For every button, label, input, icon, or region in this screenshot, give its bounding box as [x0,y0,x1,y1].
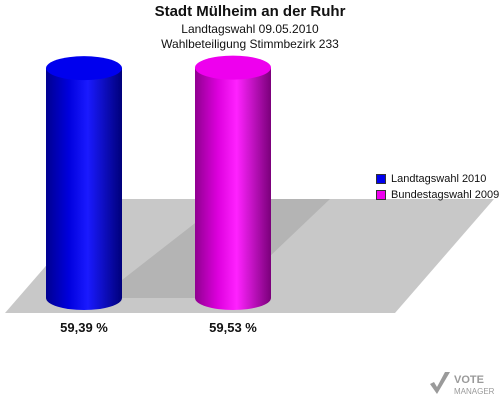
legend-item: Landtagswahl 2010 [376,171,499,187]
data-label: 59,39 % [60,320,108,335]
chart-title: Stadt Mülheim an der Ruhr [154,3,346,20]
bar-body [46,68,122,310]
legend: Landtagswahl 2010 Bundestagswahl 2009 [376,171,499,203]
vote-manager-logo: VOTE MANAGER [430,372,495,396]
bar-top [46,56,122,81]
chart-subtitle: Landtagswahl 09.05.2010 [181,22,319,36]
bar: 59,53 % [195,55,271,335]
checkmark-icon [430,372,450,394]
legend-swatch [376,174,386,184]
legend-swatch [376,190,386,200]
bar-body [195,67,271,310]
chart-subtitle-2: Wahlbeteiligung Stimmbezirk 233 [161,37,339,51]
legend-label: Bundestagswahl 2009 [391,189,500,201]
bar: 59,39 % [46,56,122,335]
data-label: 59,53 % [209,320,257,335]
legend-label: Landtagswahl 2010 [391,173,487,185]
logo-line2: MANAGER [454,387,495,396]
bar-top [195,55,271,80]
legend-item: Bundestagswahl 2009 [376,187,499,203]
logo-line1: VOTE [454,374,484,386]
